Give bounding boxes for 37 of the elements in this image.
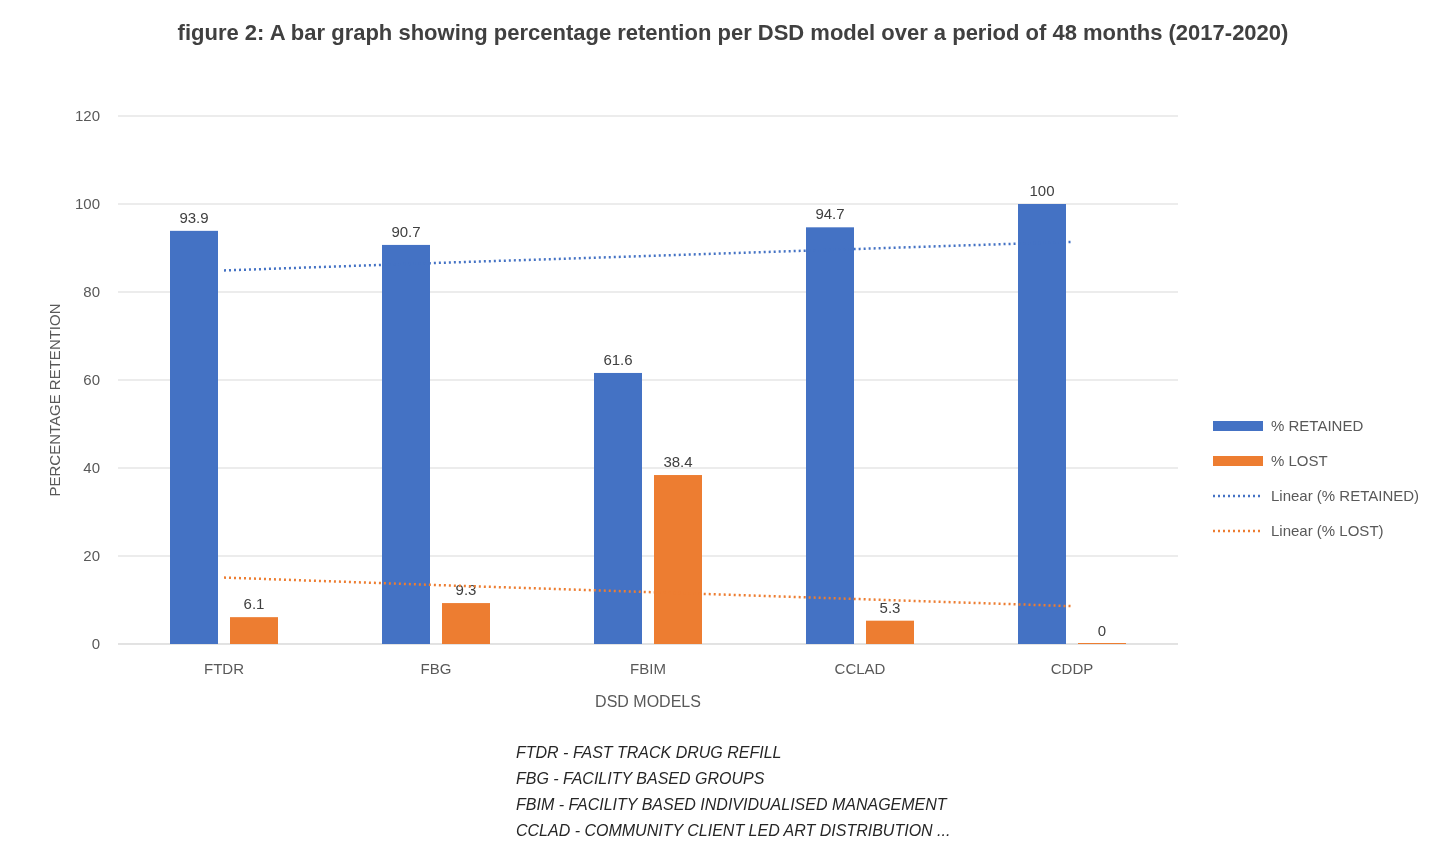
data-label: 38.4 bbox=[663, 453, 693, 471]
data-label: 6.1 bbox=[243, 595, 265, 613]
bar bbox=[594, 372, 642, 644]
y-tick-label: 60 bbox=[83, 371, 100, 388]
data-label: 93.9 bbox=[179, 208, 209, 226]
text: CCLAD - COMMUNITY CLIENT LED ART DISTRIBUTION ... bbox=[516, 822, 951, 839]
data-label: 100 bbox=[1029, 182, 1055, 199]
x-tick-label: FBIM bbox=[630, 660, 666, 677]
legend-label: % LOST bbox=[1271, 452, 1328, 469]
text: FBIM - FACILITY BASED INDIVIDUALISED MANAGEMENT bbox=[516, 796, 948, 813]
y-tick-label: 100 bbox=[74, 195, 100, 212]
bar bbox=[170, 230, 218, 644]
legend-label: Linear (% RETAINED) bbox=[1271, 487, 1420, 504]
chart-title: figure 2: A bar graph showing percentage retention per DSD model over a period of 48 months (2017-2020) bbox=[176, 19, 1290, 47]
y-tick-label: 80 bbox=[83, 283, 100, 300]
data-label: 61.6 bbox=[603, 350, 633, 368]
data-label: 94.7 bbox=[815, 205, 845, 223]
data-label: 5.3 bbox=[879, 598, 901, 616]
bar bbox=[866, 620, 914, 644]
x-tick-label: FTDR bbox=[204, 660, 245, 677]
x-tick-label: CDDP bbox=[1050, 660, 1094, 677]
text: FBG - FACILITY BASED GROUPS bbox=[516, 770, 765, 787]
text: FTDR - FAST TRACK DRUG REFILL bbox=[516, 744, 782, 761]
y-axis-title: PERCENTAGE RETENTION bbox=[46, 303, 63, 497]
x-axis-title: DSD MODELS bbox=[595, 693, 701, 710]
bar bbox=[230, 617, 278, 644]
y-tick-label: 20 bbox=[83, 547, 100, 564]
legend-label: Linear (% LOST) bbox=[1271, 522, 1384, 539]
data-label: 90.7 bbox=[391, 222, 421, 240]
y-tick-label: 120 bbox=[74, 107, 100, 124]
legend-label: % RETAINED bbox=[1271, 417, 1364, 434]
x-tick-label: FBG bbox=[420, 660, 452, 677]
y-tick-label: 40 bbox=[83, 459, 100, 476]
bar bbox=[442, 603, 490, 644]
y-tick-label: 0 bbox=[91, 635, 100, 652]
x-tick-label: CCLAD bbox=[834, 660, 886, 677]
data-label: 0 bbox=[1097, 622, 1107, 639]
